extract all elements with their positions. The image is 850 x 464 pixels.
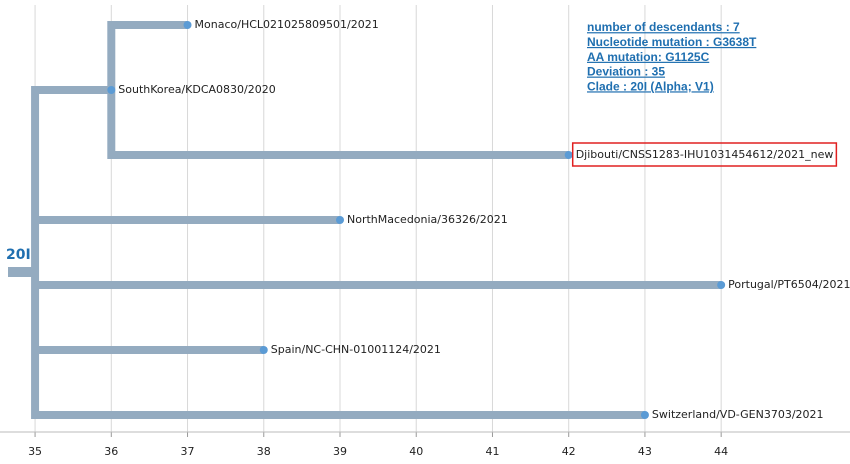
info-line: AA mutation: G1125C	[587, 50, 710, 64]
node-label: Switzerland/VD-GEN3703/2021	[652, 408, 824, 421]
node	[717, 281, 726, 289]
node-label: Monaco/HCL021025809501/2021	[195, 18, 379, 31]
x-tick-label: 41	[485, 445, 499, 458]
x-tick-label: 43	[638, 445, 652, 458]
info-line: Clade : 20I (Alpha; V1)	[587, 79, 714, 93]
x-tick-label: 37	[181, 445, 195, 458]
x-tick-label: 35	[28, 445, 42, 458]
node	[107, 86, 116, 94]
highlight-box	[571, 142, 838, 167]
node	[640, 411, 649, 419]
x-tick-label: 42	[562, 445, 576, 458]
node	[259, 346, 268, 354]
node-label: Djibouti/CNSS1283-IHU1031454612/2021_new	[576, 148, 834, 161]
x-tick-label: 36	[104, 445, 118, 458]
node	[183, 21, 192, 29]
node-label: NorthMacedonia/36326/2021	[347, 213, 508, 226]
node-label: Portugal/PT6504/2021	[728, 278, 850, 291]
x-tick-label: 39	[333, 445, 347, 458]
x-tick-label: 38	[257, 445, 271, 458]
node-label: Spain/NC-CHN-01001124/2021	[271, 343, 441, 356]
info-line: number of descendants : 7	[587, 20, 740, 34]
node	[336, 216, 344, 224]
info-line: Deviation : 35	[587, 65, 665, 79]
x-tick-label: 40	[409, 445, 423, 458]
root-label: 20I	[6, 247, 31, 263]
node-label: SouthKorea/KDCA0830/2020	[118, 83, 275, 96]
info-line: Nucleotide mutation : G3638T	[587, 35, 757, 49]
node	[564, 151, 573, 159]
x-tick-label: 44	[714, 445, 728, 458]
